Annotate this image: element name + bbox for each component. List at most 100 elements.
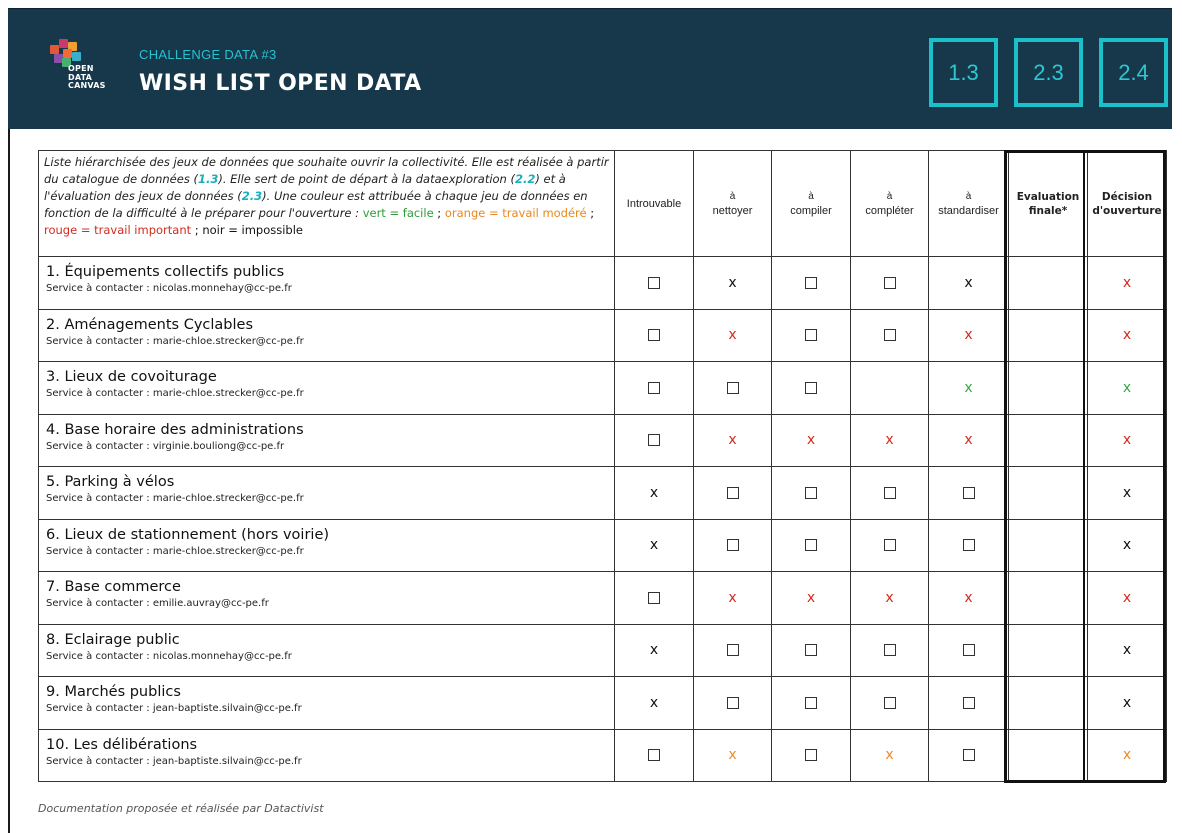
cell-introuvable xyxy=(614,413,694,467)
checkbox-icon xyxy=(805,696,817,709)
cross-mark-icon: x xyxy=(1122,379,1132,396)
cell-decision-ouverture: x xyxy=(1087,361,1167,415)
cell-compiler: x xyxy=(771,571,851,625)
table-row: 9. Marchés publics Service à contacter : … xyxy=(38,676,1167,730)
cell-nettoyer: x xyxy=(693,256,772,310)
dataset-title: 1. Équipements collectifs publics xyxy=(46,264,285,280)
cross-mark-icon: x xyxy=(728,274,737,291)
checkbox-icon xyxy=(805,276,817,289)
cell-nettoyer xyxy=(693,361,772,415)
table-row: 8. Eclairage public Service à contacter :… xyxy=(38,623,1167,677)
cell-introuvable: x xyxy=(614,623,694,677)
cell-completer: x xyxy=(850,413,929,467)
checkbox-icon xyxy=(962,486,975,499)
cell-completer xyxy=(850,518,929,572)
dataset-contact: Service à contacter : jean-baptiste.silv… xyxy=(46,703,302,714)
cell-evaluation-finale xyxy=(1008,728,1088,782)
cell-nettoyer xyxy=(693,623,772,677)
cell-introuvable: x xyxy=(614,676,694,730)
col-header-decision-ouverture: Décision d'ouverture xyxy=(1087,150,1167,257)
cell-standardiser: x xyxy=(928,361,1009,415)
dataset-title: 4. Base horaire des administrations xyxy=(46,421,304,438)
checkbox-icon xyxy=(805,381,817,394)
cell-introuvable: x xyxy=(614,518,694,572)
cell-completer: x xyxy=(850,571,929,625)
table-row: 2. Aménagements Cyclables Service à conta… xyxy=(38,308,1167,362)
cell-completer xyxy=(850,256,929,310)
cell-evaluation-finale xyxy=(1008,413,1088,467)
cell-completer xyxy=(850,676,929,730)
cell-evaluation-finale xyxy=(1008,676,1088,730)
cross-mark-icon: x xyxy=(649,642,659,659)
cross-mark-icon: x xyxy=(964,327,973,344)
open-data-canvas-logo: OPEN DATA CANVAS xyxy=(50,39,114,101)
col-header-compiler: à compiler xyxy=(771,150,851,257)
dataset-cell: 9. Marchés publics Service à contacter : … xyxy=(38,676,615,730)
cell-evaluation-finale xyxy=(1008,518,1088,572)
header-banner: OPEN DATA CANVAS CHALLENGE DATA #3 WISH … xyxy=(8,8,1172,129)
cross-mark-icon: x xyxy=(1122,589,1132,606)
cross-mark-icon: x xyxy=(1122,432,1132,449)
dataset-contact: Service à contacter : marie-chloe.streck… xyxy=(46,493,304,504)
cross-mark-icon: x xyxy=(964,379,973,396)
cross-mark-icon: x xyxy=(1122,642,1132,659)
page-title: WISH LIST OPEN DATA xyxy=(139,71,422,96)
cell-completer xyxy=(850,623,929,677)
cell-standardiser: x xyxy=(928,308,1009,362)
cross-mark-icon: x xyxy=(728,327,737,344)
cross-mark-icon: x xyxy=(728,589,737,606)
cross-mark-icon: x xyxy=(649,694,659,711)
checkbox-icon xyxy=(726,539,739,552)
cell-decision-ouverture: x xyxy=(1087,728,1167,782)
col-header-evaluation-finale: Evaluation finale* xyxy=(1008,150,1088,257)
wish-list-table: Liste hiérarchisée des jeux de données q… xyxy=(38,150,1167,782)
cell-evaluation-finale xyxy=(1008,466,1088,520)
cross-mark-icon: x xyxy=(1122,747,1132,764)
table-row: 1. Équipements collectifs publics Service… xyxy=(38,256,1167,310)
dataset-title: 6. Lieux de stationnement (hors voirie) xyxy=(46,526,330,543)
badge-2-3: 2.3 xyxy=(1014,38,1083,107)
cross-mark-icon: x xyxy=(885,589,894,606)
cross-mark-icon: x xyxy=(649,484,659,501)
checkbox-icon xyxy=(648,434,660,447)
badge-2-4: 2.4 xyxy=(1099,38,1168,107)
checkbox-icon xyxy=(883,276,896,289)
cell-introuvable xyxy=(614,571,694,625)
cell-completer: x xyxy=(850,728,929,782)
checkbox-icon xyxy=(648,276,660,289)
cross-mark-icon: x xyxy=(806,432,816,449)
checkbox-icon xyxy=(805,539,817,552)
badge-1-3: 1.3 xyxy=(929,38,998,107)
cross-mark-icon: x xyxy=(1122,327,1132,344)
dataset-contact: Service à contacter : jean-baptiste.silv… xyxy=(46,755,302,767)
logo-line-open: OPEN xyxy=(68,64,94,73)
table-row: 10. Les délibérations Service à contacter… xyxy=(38,728,1167,782)
cell-completer xyxy=(850,308,929,362)
cross-mark-icon: x xyxy=(806,589,816,606)
col-header-completer: à compléter xyxy=(850,150,929,257)
cell-standardiser xyxy=(928,623,1009,677)
cell-decision-ouverture: x xyxy=(1087,466,1167,520)
cell-decision-ouverture: x xyxy=(1087,413,1167,467)
cross-mark-icon: x xyxy=(1122,694,1132,711)
dataset-cell: 7. Base commerce Service à contacter : em… xyxy=(38,571,615,625)
cell-standardiser xyxy=(928,728,1009,782)
cell-nettoyer: x xyxy=(693,308,772,362)
cell-compiler xyxy=(771,361,851,415)
cell-nettoyer xyxy=(693,676,772,730)
checkbox-icon xyxy=(726,644,739,657)
cross-mark-icon: x xyxy=(1122,484,1132,501)
logo-text: OPEN DATA CANVAS xyxy=(68,64,106,91)
dataset-title: 8. Eclairage public xyxy=(46,631,180,648)
checkbox-icon xyxy=(648,329,660,342)
logo-line-canvas: CANVAS xyxy=(68,81,106,90)
checkbox-icon xyxy=(805,329,817,342)
dataset-title: 10. Les délibérations xyxy=(46,736,198,753)
cell-compiler xyxy=(771,308,851,362)
cell-decision-ouverture: x xyxy=(1087,623,1167,677)
checkbox-icon xyxy=(962,539,975,552)
checkbox-icon xyxy=(883,486,896,499)
col-header-introuvable: Introuvable xyxy=(614,150,694,257)
cell-decision-ouverture: x xyxy=(1087,256,1167,310)
dataset-cell: 4. Base horaire des administrations Servi… xyxy=(38,413,615,467)
